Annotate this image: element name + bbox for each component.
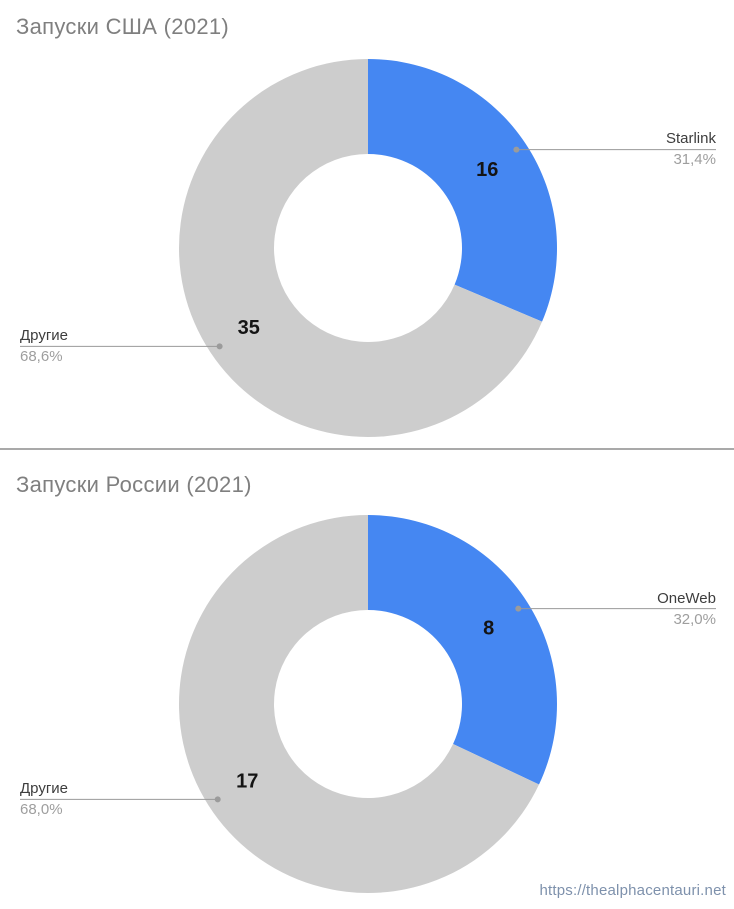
slice-percent: 68,6% bbox=[20, 348, 63, 365]
slice-percent: 68,0% bbox=[20, 801, 63, 818]
leader-dot-1-1 bbox=[214, 796, 221, 803]
slice-value-0-0: 16 bbox=[476, 159, 498, 181]
callout-russia-others: Другие 68,0% bbox=[20, 779, 68, 819]
callout-oneweb: OneWeb 32,0% bbox=[657, 589, 716, 629]
callout-starlink: Starlink 31,4% bbox=[666, 129, 716, 169]
donut-1-slice-0 bbox=[368, 515, 557, 785]
donut-1-slice-1 bbox=[179, 515, 540, 893]
source-link[interactable]: https://thealphacentauri.net bbox=[539, 882, 726, 899]
slice-value-0-1: 35 bbox=[238, 317, 260, 339]
slice-value-1-1: 17 bbox=[236, 771, 258, 793]
chart-title-russia: Запуски России (2021) bbox=[16, 472, 252, 497]
slice-label: Другие bbox=[20, 327, 69, 344]
leader-dot-0-0 bbox=[513, 146, 520, 153]
donut-0-slice-0 bbox=[368, 59, 557, 322]
leader-dot-0-1 bbox=[216, 343, 223, 350]
section-divider bbox=[0, 448, 734, 450]
callout-usa-others: Другие 68,6% bbox=[20, 326, 68, 366]
donut-0-slice-1 bbox=[178, 59, 543, 437]
slice-percent: 31,4% bbox=[673, 151, 716, 168]
slice-label: Starlink bbox=[665, 130, 716, 147]
chart-title-usa: Запуски США (2021) bbox=[16, 14, 230, 39]
leader-dot-1-0 bbox=[515, 605, 522, 612]
slice-label: OneWeb bbox=[657, 590, 716, 607]
slice-value-1-0: 8 bbox=[483, 617, 494, 639]
slice-percent: 32,0% bbox=[673, 611, 716, 628]
slice-label: Другие bbox=[20, 780, 69, 797]
